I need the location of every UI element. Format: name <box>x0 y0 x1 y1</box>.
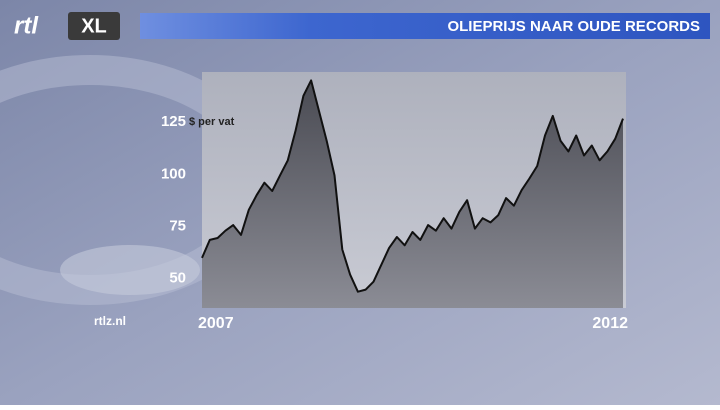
chart-title: OLIEPRIJS NAAR OUDE RECORDS <box>447 18 700 35</box>
y-tick-label: 50 <box>169 270 186 287</box>
decor <box>60 245 200 295</box>
logo-box <box>68 12 120 40</box>
x-tick-label: 2007 <box>198 315 234 332</box>
source: rtlz.nl <box>94 314 126 328</box>
logo-product: XL <box>81 15 107 37</box>
area <box>202 80 623 309</box>
y-tick-label: 100 <box>161 165 186 182</box>
x-tick-label: 2012 <box>592 315 628 332</box>
title-bar <box>140 13 710 39</box>
line <box>201 79 624 293</box>
y-tick-label: 125 <box>161 113 186 130</box>
y-tick-label: 75 <box>169 218 186 235</box>
y-axis-label: $ per vat <box>189 116 235 128</box>
logo-brand: rtl <box>14 12 39 39</box>
